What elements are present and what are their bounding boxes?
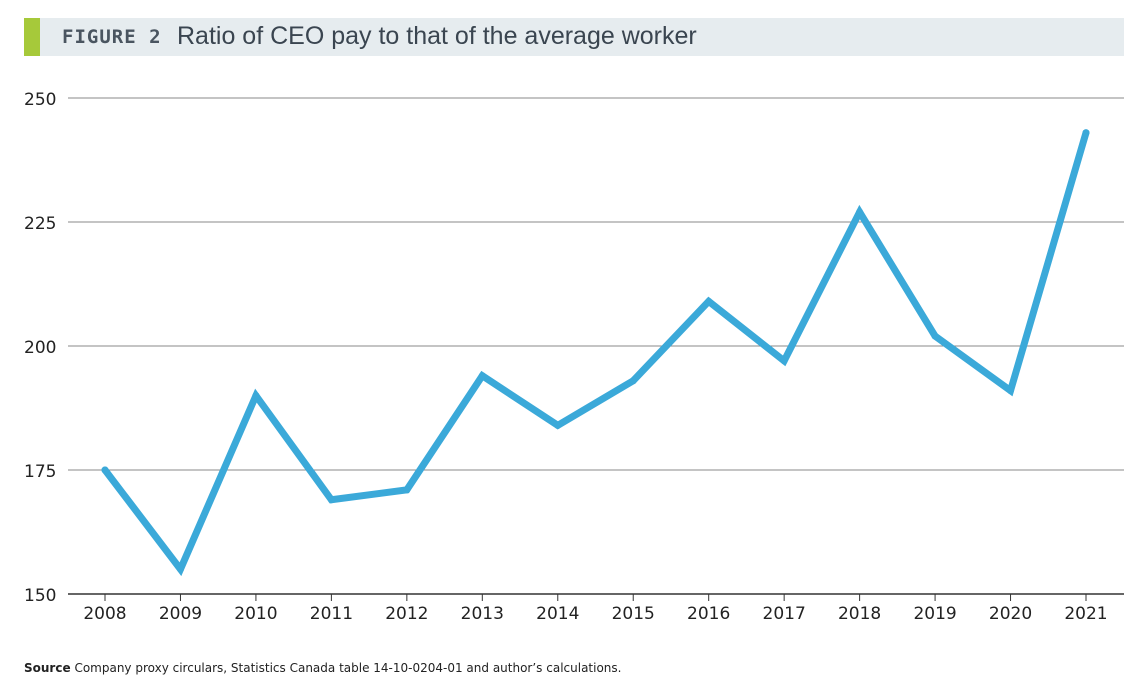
series-line [101, 129, 1090, 577]
x-tick-label: 2015 [612, 604, 655, 624]
x-tick-label: 2017 [763, 604, 806, 624]
x-tick-label: 2013 [461, 604, 504, 624]
data-point [327, 496, 335, 504]
source-label: Source [24, 661, 71, 675]
x-tick-label: 2018 [838, 604, 881, 624]
figure-label: FIGURE 2 [62, 26, 162, 48]
header-accent-bar [24, 18, 40, 56]
data-point [705, 297, 713, 305]
figure-header: FIGURE 2 Ratio of CEO pay to that of the… [24, 18, 1124, 56]
x-tick-label: 2009 [159, 604, 202, 624]
x-tick-label: 2020 [989, 604, 1032, 624]
data-point [176, 565, 184, 573]
data-point [101, 466, 109, 474]
data-point [856, 208, 864, 216]
y-tick-label: 200 [24, 338, 56, 358]
x-tick-label: 2014 [536, 604, 579, 624]
x-tick-label: 2019 [913, 604, 956, 624]
data-point [1007, 387, 1015, 395]
x-tick-label: 2010 [234, 604, 277, 624]
data-point [1082, 129, 1090, 137]
data-point [554, 421, 562, 429]
source-text: Company proxy circulars, Statistics Cana… [74, 661, 622, 675]
data-point [780, 357, 788, 365]
x-tick-label: 2011 [310, 604, 353, 624]
x-tick-label: 2012 [385, 604, 428, 624]
data-point [931, 332, 939, 340]
data-point [252, 392, 260, 400]
data-point [629, 377, 637, 385]
chart-title: Ratio of CEO pay to that of the average … [177, 22, 697, 50]
y-tick-label: 225 [24, 214, 56, 234]
x-tick-label: 2021 [1064, 604, 1107, 624]
x-tick-label: 2008 [83, 604, 126, 624]
y-tick-label: 150 [24, 586, 56, 606]
data-point [403, 486, 411, 494]
data-point [478, 372, 486, 380]
y-tick-label: 175 [24, 462, 56, 482]
source-note: Source Company proxy circulars, Statisti… [24, 661, 621, 675]
x-tick-label: 2016 [687, 604, 730, 624]
y-tick-label: 250 [24, 90, 56, 110]
